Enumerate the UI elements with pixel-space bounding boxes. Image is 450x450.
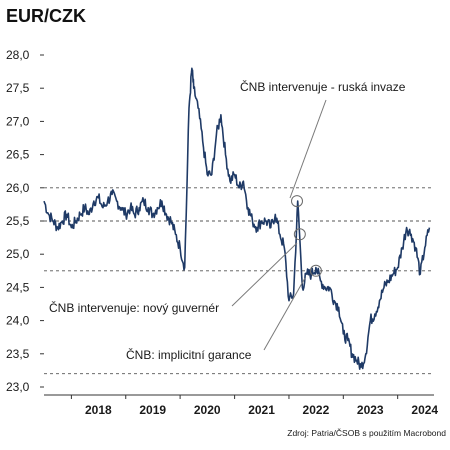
event-marker-1 — [293, 228, 306, 241]
x-axis: 2018 2019 2020 2021 2022 2023 2024 — [44, 394, 438, 417]
marker-layer — [291, 195, 322, 277]
annotation-leader-line-2 — [231, 242, 298, 307]
annotations: ČNB intervenuje - ruská invaze ČNB inter… — [49, 79, 406, 362]
series-line-0 — [43, 67, 431, 370]
y-tick-label-6: 25,0 — [6, 247, 30, 261]
annotation-leader-line-3 — [263, 277, 306, 351]
x-tick-label-0: 2018 — [85, 403, 112, 417]
y-tick-label-10: 23,0 — [6, 380, 30, 394]
annotation-label-2: ČNB intervenuje: nový guvernér — [49, 300, 219, 315]
y-tick-label-3: 26,5 — [6, 148, 30, 162]
x-tick-label-2: 2020 — [194, 403, 221, 417]
annotation-leader-line-1 — [289, 99, 327, 199]
annotation-label-3: ČNB: implicitní garance — [126, 347, 252, 362]
x-tick-label-6: 2024 — [411, 403, 438, 417]
y-tick-label-5: 25,5 — [6, 214, 30, 228]
series-layer — [43, 67, 431, 370]
reference-lines — [44, 187, 434, 375]
y-tick-label-1: 27,5 — [6, 81, 30, 95]
y-axis: 28,0 27,5 27,0 26,5 26,0 25,5 25,0 24,5 24,0 23,5… — [6, 48, 44, 394]
source-note: Zdroj: Patria/ČSOB s použitím Macrobond — [287, 428, 446, 438]
y-tick-label-8: 24,0 — [6, 314, 30, 328]
y-tick-label-7: 24,5 — [6, 280, 30, 294]
x-tick-label-3: 2021 — [248, 403, 275, 417]
y-tick-label-2: 27,0 — [6, 114, 30, 128]
y-tick-label-4: 26,0 — [6, 181, 30, 195]
chart-title: EUR/CZK — [6, 6, 86, 26]
y-tick-label-9: 23,5 — [6, 347, 30, 361]
x-tick-label-1: 2019 — [139, 403, 166, 417]
event-marker-0 — [291, 195, 304, 208]
annotation-label-1: ČNB intervenuje - ruská invaze — [240, 79, 406, 94]
y-tick-label-0: 28,0 — [6, 48, 30, 62]
x-tick-label-5: 2023 — [357, 403, 384, 417]
x-tick-label-4: 2022 — [303, 403, 330, 417]
event-marker-2 — [309, 264, 322, 277]
